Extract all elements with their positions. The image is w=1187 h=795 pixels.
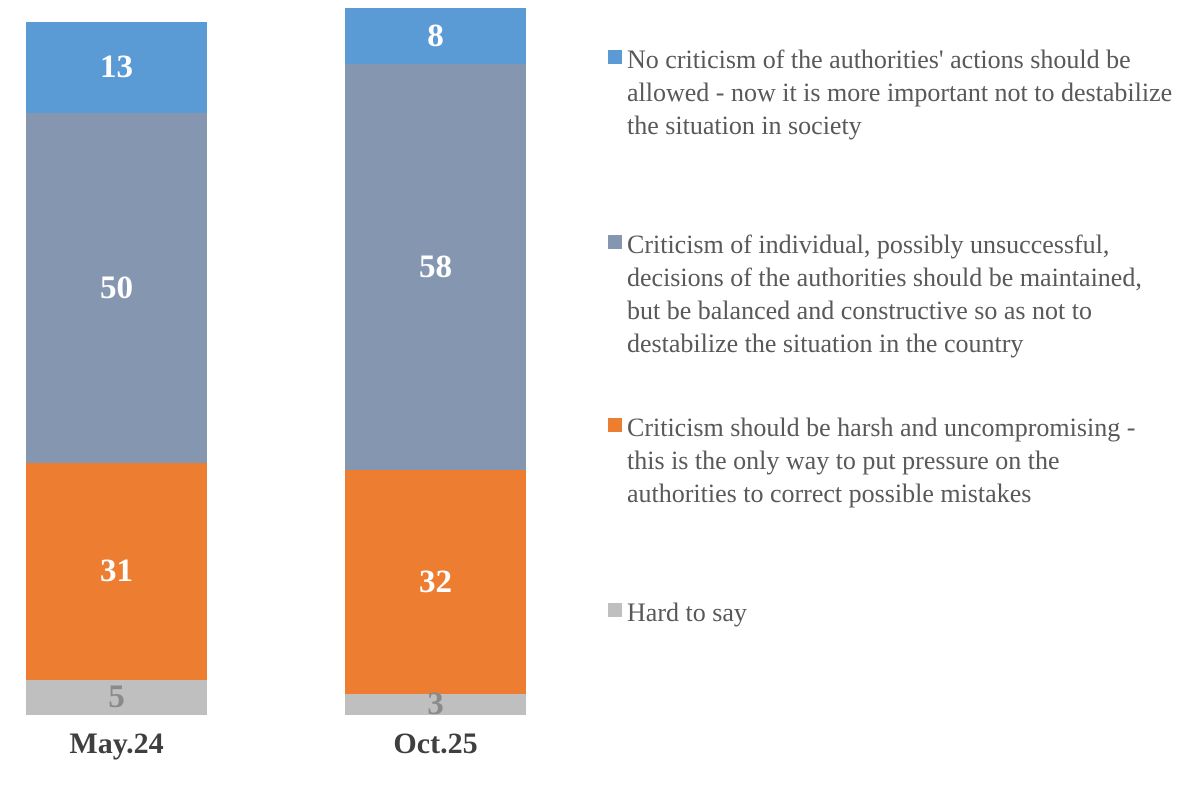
- legend-label: Criticism of individual, possibly unsucc…: [627, 230, 1142, 358]
- segment-value-label: 8: [427, 17, 444, 54]
- legend-item-hard-to-say: Hard to say: [608, 596, 747, 629]
- category-label-may24: May.24: [69, 727, 164, 760]
- segment-value-label: 3: [427, 686, 444, 722]
- legend-item-no-criticism: No criticism of the authorities' actions…: [608, 43, 1175, 142]
- bar-segment-oct25-no-criticism: 8: [345, 8, 526, 64]
- legend-label: Hard to say: [627, 598, 747, 627]
- legend-marker-gray-icon: [608, 603, 622, 617]
- segment-value-label: 13: [100, 49, 133, 85]
- legend-label: Criticism should be harsh and uncompromi…: [627, 413, 1136, 508]
- stacked-bar-oct25: 8 58 32 3: [345, 8, 526, 721]
- stacked-bar-may24: 13 50 31 5: [26, 22, 207, 715]
- segment-value-label: 32: [419, 563, 452, 600]
- segment-value-label: 58: [419, 248, 452, 285]
- bar-segment-may24-balanced-criticism: 50: [26, 113, 207, 463]
- legend-marker-blue-icon: [608, 50, 622, 64]
- bar-segment-oct25-balanced-criticism: 58: [345, 64, 526, 470]
- legend-item-harsh-criticism: Criticism should be harsh and uncompromi…: [608, 411, 1175, 510]
- bar-segment-may24-no-criticism: 13: [26, 22, 207, 113]
- bar-segment-may24-harsh-criticism: 31: [26, 463, 207, 680]
- legend-marker-bluegray-icon: [608, 235, 622, 249]
- bar-segment-oct25-harsh-criticism: 32: [345, 470, 526, 694]
- bar-segment-may24-hard-to-say: 5: [26, 680, 207, 715]
- segment-value-label: 50: [100, 269, 133, 306]
- legend: No criticism of the authorities' actions…: [608, 0, 1183, 795]
- legend-marker-orange-icon: [608, 418, 622, 432]
- segment-value-label: 31: [100, 553, 133, 589]
- legend-item-balanced-criticism: Criticism of individual, possibly unsucc…: [608, 228, 1175, 360]
- category-label-oct25: Oct.25: [393, 727, 478, 760]
- legend-label: No criticism of the authorities' actions…: [627, 45, 1173, 140]
- segment-value-label: 5: [108, 679, 125, 715]
- bar-segment-oct25-hard-to-say: 3: [345, 688, 526, 721]
